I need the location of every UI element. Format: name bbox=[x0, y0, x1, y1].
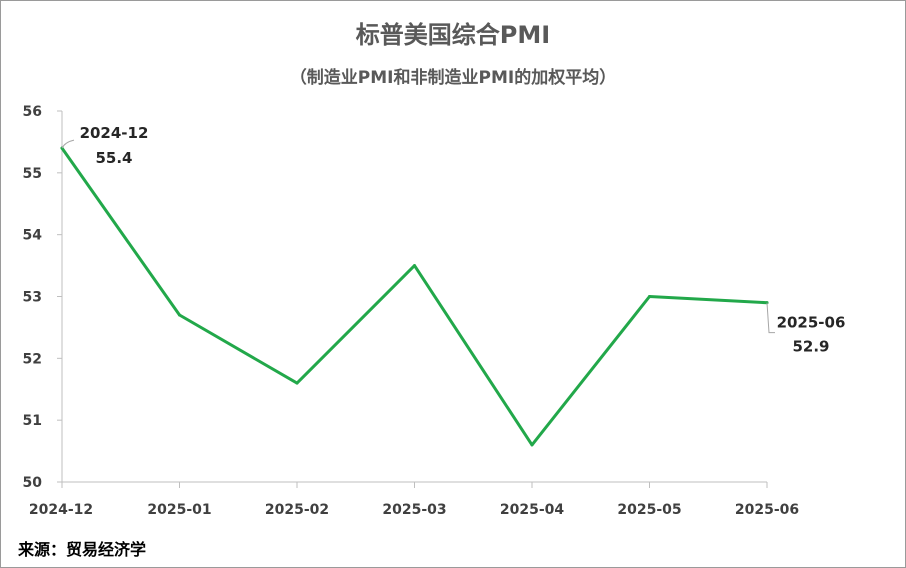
data-point bbox=[295, 381, 299, 385]
data-point bbox=[178, 313, 181, 317]
annotation-value: 52.9 bbox=[792, 338, 829, 356]
chart-subtitle: （制造业PMI和非制造业PMI的加权平均） bbox=[289, 68, 617, 88]
x-tick-label: 2025-03 bbox=[382, 502, 446, 518]
source-note: 来源：贸易经济学 bbox=[18, 540, 147, 559]
y-tick-label: 54 bbox=[23, 228, 43, 244]
annotation-date: 2025-06 bbox=[777, 314, 846, 332]
x-tick-label: 2024-12 bbox=[29, 502, 93, 518]
x-tick-label: 2025-05 bbox=[617, 502, 681, 518]
annotation-leader bbox=[766, 302, 775, 334]
annotation-value: 55.4 bbox=[95, 149, 132, 167]
axes: 50 51 52 53 54 55 56 2024-12 2025-01 2025-02 2025-… bbox=[23, 104, 800, 518]
y-tick-label: 53 bbox=[23, 290, 42, 306]
y-tick-label: 50 bbox=[23, 475, 43, 491]
annotation-leader bbox=[61, 139, 75, 149]
x-tick-label: 2025-02 bbox=[265, 502, 329, 518]
series-layer bbox=[60, 146, 769, 447]
annotation-date: 2024-12 bbox=[80, 124, 149, 142]
annotations: 2024-12 55.4 2025-06 52.9 bbox=[61, 124, 846, 356]
y-tick-label: 52 bbox=[23, 351, 42, 367]
x-tick-label: 2025-04 bbox=[500, 502, 565, 518]
x-tick-label: 2025-06 bbox=[735, 502, 799, 518]
series-line bbox=[60, 146, 769, 447]
data-point bbox=[530, 443, 534, 447]
x-tick-label: 2025-01 bbox=[147, 502, 211, 518]
y-tick-label: 55 bbox=[23, 166, 42, 182]
y-tick-label: 56 bbox=[23, 104, 42, 120]
y-tick-label: 51 bbox=[23, 413, 42, 429]
data-point bbox=[648, 295, 651, 298]
chart-title: 标普美国综合PMI bbox=[355, 21, 551, 49]
data-point bbox=[413, 264, 416, 268]
